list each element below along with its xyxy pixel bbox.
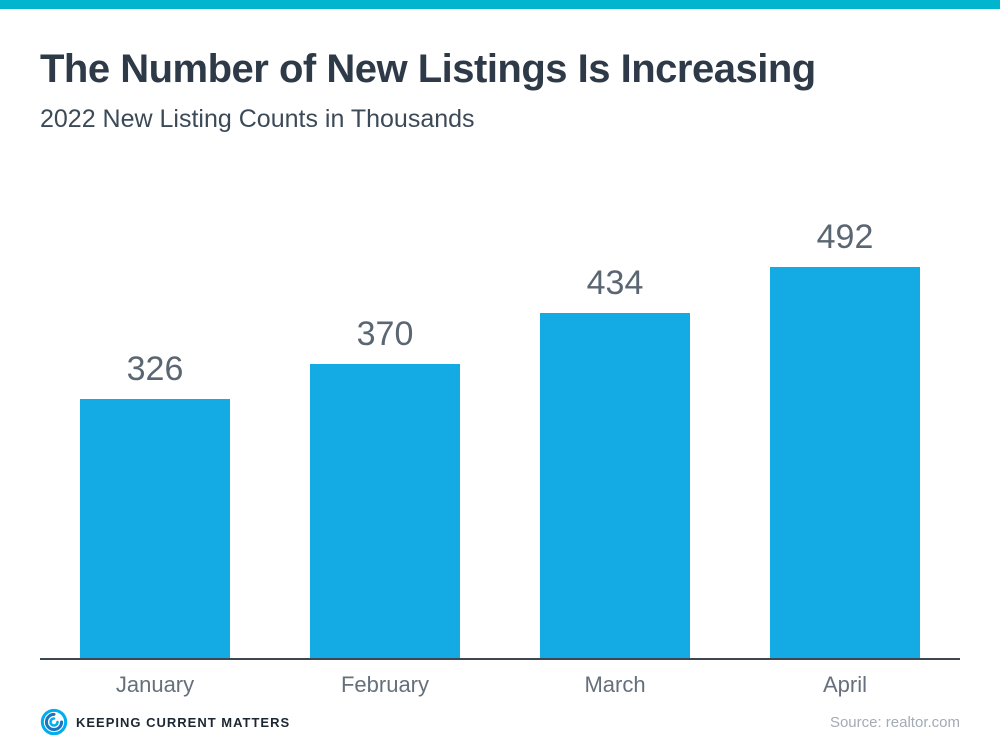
bar-chart: 326 370 434 492 January February March April <box>40 210 960 698</box>
footer: Keeping Current Matters Source: realtor.… <box>40 708 960 736</box>
x-axis-labels: January February March April <box>40 672 960 698</box>
bars-area: 326 370 434 492 <box>40 210 960 658</box>
brand-name: Keeping Current Matters <box>76 714 291 730</box>
bar-column: 326 <box>40 350 270 658</box>
chart-title: The Number of New Listings Is Increasing <box>40 47 816 91</box>
bar-value-label: 370 <box>356 315 414 353</box>
bar-value-label: 492 <box>816 218 874 256</box>
x-axis-tick-label: March <box>584 672 646 697</box>
x-axis-line <box>40 658 960 660</box>
x-axis-tick-label: February <box>340 672 430 697</box>
bar-column: 370 <box>270 315 500 658</box>
x-axis-tick-label: April <box>822 672 867 697</box>
bar-column: 434 <box>500 264 730 658</box>
bar <box>770 267 920 658</box>
bar <box>310 364 460 658</box>
top-accent-bar <box>0 0 1000 9</box>
bar <box>80 399 230 658</box>
x-axis-tick-label: January <box>115 672 195 697</box>
kcm-swirl-icon <box>40 708 68 736</box>
bar <box>540 313 690 658</box>
chart-header: The Number of New Listings Is Increasing… <box>0 9 1000 134</box>
chart-subtitle: 2022 New Listing Counts in Thousands <box>40 105 475 133</box>
bar-column: 492 <box>730 218 960 658</box>
source-attribution: Source: realtor.com <box>829 713 960 731</box>
brand-logo: Keeping Current Matters <box>40 708 290 736</box>
bar-value-label: 326 <box>126 350 184 388</box>
bar-value-label: 434 <box>586 264 644 302</box>
